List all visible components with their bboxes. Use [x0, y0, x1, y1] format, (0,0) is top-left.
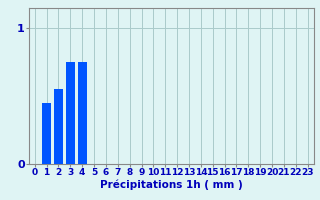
Bar: [78, 62, 87, 164]
Bar: [42, 103, 51, 164]
Bar: [66, 62, 75, 164]
Bar: [54, 89, 63, 164]
X-axis label: Précipitations 1h ( mm ): Précipitations 1h ( mm ): [100, 180, 243, 190]
